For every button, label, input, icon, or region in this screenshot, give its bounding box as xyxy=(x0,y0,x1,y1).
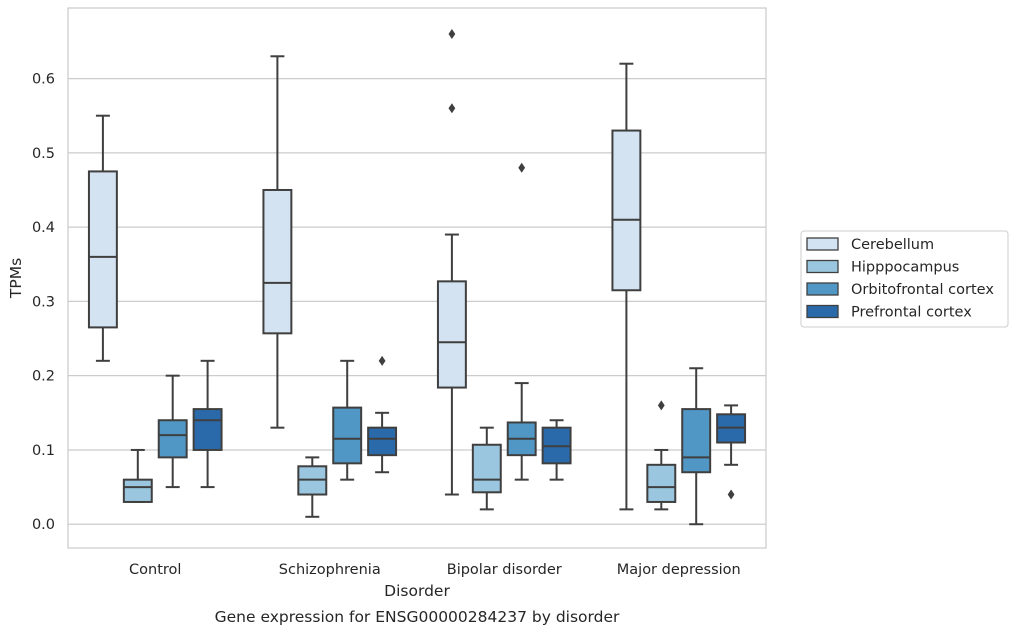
box-group xyxy=(611,62,642,511)
outlier-point xyxy=(518,162,526,173)
box-group xyxy=(471,426,502,511)
outlier-point xyxy=(727,489,735,500)
y-tick-label: 0.3 xyxy=(32,294,55,310)
box xyxy=(122,478,153,503)
box-group xyxy=(332,359,363,481)
outlier-point xyxy=(448,28,456,39)
y-tick-label: 0.6 xyxy=(32,72,55,88)
x-tick-label: Schizophrenia xyxy=(279,562,381,578)
box-group xyxy=(297,456,328,518)
box-group xyxy=(192,359,223,489)
box xyxy=(611,129,642,292)
box xyxy=(646,463,677,503)
x-axis-title: Disorder xyxy=(384,582,450,600)
y-tick-label: 0.4 xyxy=(32,220,55,236)
outlier-point xyxy=(378,355,386,366)
box xyxy=(332,406,363,465)
y-axis-title: TPMs xyxy=(7,258,25,299)
plot-frame xyxy=(67,7,767,549)
box xyxy=(471,443,502,494)
box-series xyxy=(87,28,747,526)
box-group xyxy=(436,28,467,496)
box-group xyxy=(122,448,153,503)
legend-swatch xyxy=(806,259,839,274)
box xyxy=(681,408,712,474)
box-group xyxy=(367,355,398,474)
chart-caption: Gene expression for ENSG00000284237 by d… xyxy=(215,608,620,626)
outlier-point xyxy=(657,400,665,411)
outlier-point xyxy=(448,103,456,114)
y-tick-label: 0.2 xyxy=(32,369,55,385)
box-group xyxy=(541,419,572,481)
box xyxy=(436,280,467,389)
x-tick-label: Bipolar disorder xyxy=(447,562,562,578)
box-group xyxy=(262,55,293,429)
box xyxy=(367,426,398,457)
box xyxy=(157,419,188,459)
legend-label: Orbitofrontal cortex xyxy=(851,282,994,298)
legend-swatch xyxy=(806,282,839,296)
box-group xyxy=(681,367,712,526)
y-tick-label: 0.0 xyxy=(32,517,55,533)
box-group xyxy=(157,374,188,489)
legend-label: Cerebellum xyxy=(851,237,934,253)
x-tick-label: Control xyxy=(129,562,181,578)
legend-label: Prefrontal cortex xyxy=(851,305,972,321)
y-tick-label: 0.1 xyxy=(32,443,55,459)
legend-label: Hipppocampus xyxy=(851,260,959,276)
box xyxy=(87,170,118,329)
x-tick-label: Major depression xyxy=(617,562,741,578)
box-group xyxy=(716,404,747,500)
box-group xyxy=(87,114,118,362)
legend-frame xyxy=(800,230,1009,328)
box xyxy=(192,408,223,451)
x-tick-labels: Control Schizophrenia Bipolar disorder Majo… xyxy=(129,562,741,578)
legend-swatch xyxy=(806,237,839,251)
box-group xyxy=(506,162,537,481)
legend-swatch xyxy=(806,304,839,319)
box xyxy=(262,188,293,335)
y-tick-label: 0.5 xyxy=(32,146,55,162)
legend: Cerebellum Hipppocampus Orbitofrontal cort… xyxy=(800,230,1009,328)
box-group xyxy=(646,400,677,511)
y-tick-labels: 0.0 0.1 0.2 0.3 0.4 0.5 0.6 xyxy=(32,72,55,534)
